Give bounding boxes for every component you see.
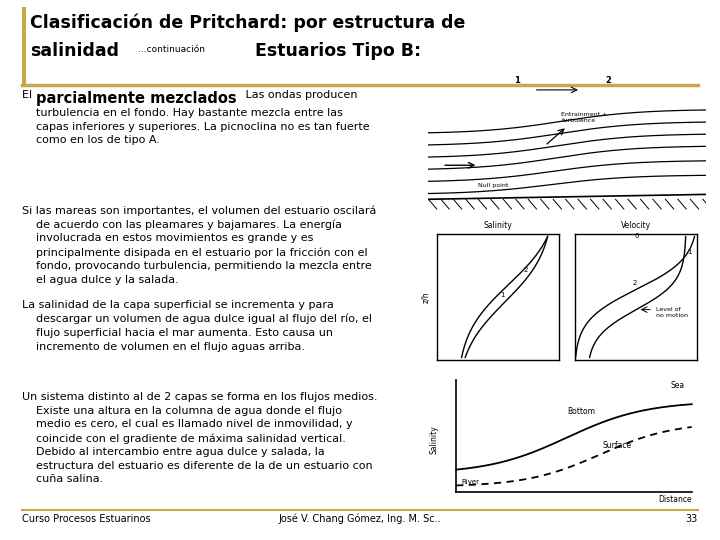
Text: 0: 0 bbox=[634, 233, 639, 239]
Text: Curso Procesos Estuarinos: Curso Procesos Estuarinos bbox=[22, 514, 150, 524]
Text: Salinity: Salinity bbox=[483, 221, 512, 230]
Text: turbulencia en el fondo. Hay bastante mezcla entre las
    capas inferiores y su: turbulencia en el fondo. Hay bastante me… bbox=[22, 108, 369, 145]
Text: Un sistema distinto al de 2 capas se forma en los flujos medios.
    Existe una : Un sistema distinto al de 2 capas se for… bbox=[22, 392, 377, 484]
Bar bbox=[22, 7, 26, 85]
Text: River: River bbox=[462, 479, 480, 485]
Text: salinidad: salinidad bbox=[30, 42, 119, 60]
Text: 2: 2 bbox=[523, 267, 528, 273]
Text: Salinity: Salinity bbox=[429, 426, 438, 455]
Text: Velocity: Velocity bbox=[621, 221, 652, 230]
Text: Si las mareas son importantes, el volumen del estuario oscilará
    de acuerdo c: Si las mareas son importantes, el volume… bbox=[22, 205, 377, 285]
Text: Las ondas producen: Las ondas producen bbox=[242, 90, 358, 100]
Text: Clasificación de Pritchard: por estructura de: Clasificación de Pritchard: por estructu… bbox=[30, 13, 465, 31]
Text: Bottom: Bottom bbox=[567, 407, 595, 416]
Text: parcialmente mezclados: parcialmente mezclados bbox=[36, 91, 237, 106]
Text: 2: 2 bbox=[606, 76, 611, 85]
Text: 2: 2 bbox=[632, 280, 636, 286]
Text: 33: 33 bbox=[685, 514, 698, 524]
Text: El: El bbox=[22, 90, 35, 100]
Text: José V. Chang Gómez, Ing. M. Sc..: José V. Chang Gómez, Ing. M. Sc.. bbox=[279, 514, 441, 524]
Text: 1: 1 bbox=[500, 292, 505, 298]
Text: Distance: Distance bbox=[658, 495, 692, 504]
Text: Level of
no motion: Level of no motion bbox=[656, 307, 688, 318]
Text: 1: 1 bbox=[687, 249, 692, 255]
Text: 1: 1 bbox=[514, 76, 520, 85]
Text: z/h: z/h bbox=[421, 291, 430, 303]
Text: Estuarios Tipo B:: Estuarios Tipo B: bbox=[255, 42, 421, 60]
Text: Sea: Sea bbox=[671, 381, 685, 390]
Text: Entrainment +
turbulence: Entrainment + turbulence bbox=[562, 112, 608, 123]
Text: Null point: Null point bbox=[478, 183, 508, 188]
Text: Surface: Surface bbox=[603, 441, 631, 450]
Text: ...continuación: ...continuación bbox=[138, 45, 205, 54]
Text: La salinidad de la capa superficial se incrementa y para
    descargar un volume: La salinidad de la capa superficial se i… bbox=[22, 300, 372, 352]
